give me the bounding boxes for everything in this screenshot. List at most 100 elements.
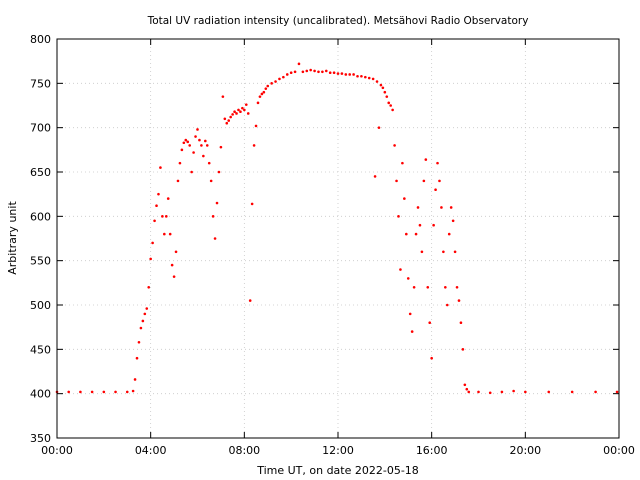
- data-point: [297, 62, 301, 66]
- data-point: [615, 390, 619, 394]
- data-point: [114, 390, 117, 394]
- data-point: [356, 74, 359, 78]
- data-point: [367, 76, 371, 80]
- data-point: [188, 144, 191, 147]
- data-point: [426, 285, 430, 289]
- y-tick-label: 400: [30, 388, 51, 401]
- data-point: [391, 108, 394, 112]
- data-point: [524, 390, 527, 394]
- data-point: [328, 71, 332, 74]
- data-point: [262, 90, 266, 94]
- chart-title: Total UV radiation intensity (uncalibrat…: [147, 15, 529, 27]
- data-point: [163, 232, 166, 236]
- data-point: [213, 237, 217, 240]
- x-tick-label: 08:00: [228, 444, 260, 457]
- y-axis-label: Arbitrary unit: [6, 201, 19, 275]
- data-point: [383, 90, 387, 94]
- data-point: [313, 69, 316, 73]
- data-point: [168, 232, 172, 236]
- data-point: [192, 151, 195, 154]
- data-point: [217, 170, 221, 174]
- data-point: [137, 340, 141, 344]
- data-point: [399, 268, 402, 271]
- data-point: [416, 206, 420, 209]
- data-point: [570, 390, 574, 394]
- data-point: [184, 138, 188, 142]
- x-axis-label: Time UT, on date 2022-05-18: [256, 464, 419, 477]
- data-point: [244, 103, 248, 106]
- data-point: [332, 71, 336, 74]
- data-point: [270, 82, 273, 85]
- data-point: [321, 70, 324, 74]
- data-point: [467, 390, 471, 394]
- data-point: [461, 348, 465, 351]
- axis-ticks: 350 400 450 500 550 600 650 700 750 800 00:00 04:00…: [30, 33, 635, 457]
- data-point: [430, 356, 433, 360]
- data-point: [178, 161, 182, 165]
- y-tick-label: 450: [30, 343, 51, 356]
- data-point: [243, 108, 246, 112]
- y-tick-label: 800: [30, 33, 51, 46]
- x-tick-label: 12:00: [322, 444, 354, 457]
- data-point: [352, 73, 355, 76]
- y-tick-label: 550: [30, 255, 51, 268]
- data-point: [375, 80, 379, 83]
- data-point: [131, 389, 135, 393]
- data-point: [198, 138, 201, 142]
- data-point: [170, 263, 174, 267]
- data-point: [403, 197, 406, 200]
- data-point: [463, 383, 467, 387]
- data-point: [447, 232, 451, 236]
- data-point: [157, 192, 160, 196]
- data-point: [266, 84, 270, 88]
- data-point: [139, 326, 143, 330]
- data-point: [432, 223, 435, 227]
- data-point: [258, 95, 262, 98]
- data-point: [153, 219, 156, 223]
- data-point: [512, 389, 515, 393]
- data-point: [135, 356, 139, 360]
- data-point: [397, 215, 400, 218]
- data-point: [155, 204, 158, 207]
- data-point: [256, 101, 260, 105]
- data-point: [211, 215, 215, 218]
- data-point: [301, 70, 305, 74]
- data-point: [196, 128, 199, 131]
- data-point: [254, 124, 258, 128]
- data-point: [477, 390, 480, 394]
- x-tick-label: 00:00: [603, 444, 635, 457]
- data-point: [252, 144, 256, 147]
- data-point: [451, 219, 455, 223]
- data-point: [219, 145, 223, 149]
- data-point: [215, 201, 219, 205]
- data-point: [488, 391, 492, 395]
- data-point: [444, 285, 447, 289]
- data-point: [336, 72, 340, 75]
- data-point: [406, 277, 410, 280]
- data-point: [348, 73, 352, 76]
- data-point: [434, 188, 437, 192]
- data-point: [420, 250, 424, 254]
- data-point: [445, 303, 449, 307]
- data-point: [309, 68, 312, 72]
- data-point: [404, 232, 408, 236]
- data-point: [141, 319, 145, 323]
- data-point: [149, 257, 152, 261]
- data-point: [387, 101, 391, 105]
- data-point: [385, 95, 389, 98]
- data-point: [547, 390, 551, 394]
- data-point: [227, 119, 231, 122]
- data-point: [442, 250, 445, 254]
- data-point: [389, 104, 392, 107]
- data-point: [200, 144, 203, 147]
- data-point: [79, 390, 82, 394]
- data-point: [209, 179, 213, 183]
- data-point: [285, 73, 289, 76]
- data-point: [282, 75, 285, 79]
- data-points: [55, 62, 619, 395]
- data-point: [289, 71, 293, 74]
- y-tick-label: 750: [30, 77, 51, 90]
- data-point: [260, 92, 264, 96]
- data-point: [414, 232, 418, 236]
